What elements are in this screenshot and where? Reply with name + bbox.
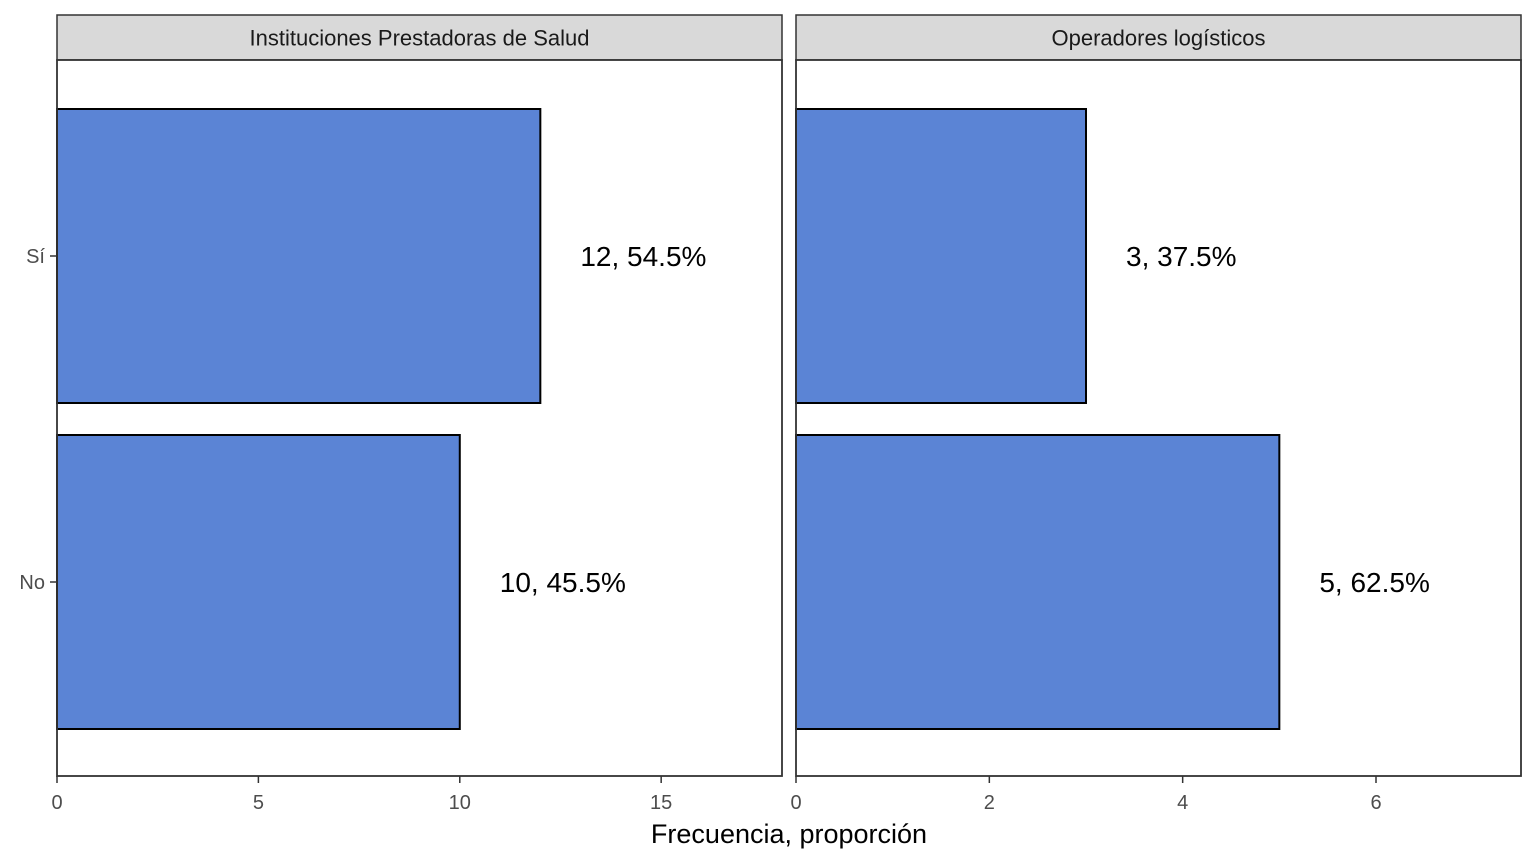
x-tick-label: 0: [790, 792, 801, 814]
facet-title: Operadores logísticos: [1052, 26, 1266, 51]
x-tick-label: 0: [51, 792, 62, 814]
facet-title: Instituciones Prestadoras de Salud: [250, 26, 590, 51]
panel-1: Instituciones Prestadoras de Salud 12, 54…: [19, 14, 783, 814]
data-label: 5, 62.5%: [1319, 567, 1430, 598]
y-tick-label: Sí: [26, 246, 45, 268]
panel-2: Operadores logísticos 3, 37.5% 5, 62.5% 0 2 4…: [790, 14, 1522, 814]
x-tick-label: 5: [253, 792, 264, 814]
x-tick-label: 2: [984, 792, 995, 814]
facet-strip: [56, 14, 783, 61]
data-label: 12, 54.5%: [580, 241, 706, 272]
data-label: 10, 45.5%: [500, 567, 626, 598]
panel-border: [795, 59, 1522, 777]
bar-2-1: [795, 108, 1087, 404]
x-axis-title: Frecuencia, proporción: [651, 819, 927, 849]
bar-1-1: [56, 108, 542, 404]
data-label: 3, 37.5%: [1126, 241, 1237, 272]
bar-2-2: [795, 434, 1281, 730]
x-tick-label: 15: [650, 792, 672, 814]
panel-border: [56, 59, 783, 777]
x-tick-label: 6: [1370, 792, 1381, 814]
bar-1-2: [56, 434, 461, 730]
x-tick-label: 4: [1177, 792, 1188, 814]
x-tick-label: 10: [449, 792, 471, 814]
y-tick-label: No: [19, 572, 45, 594]
facet-strip: [795, 14, 1522, 61]
